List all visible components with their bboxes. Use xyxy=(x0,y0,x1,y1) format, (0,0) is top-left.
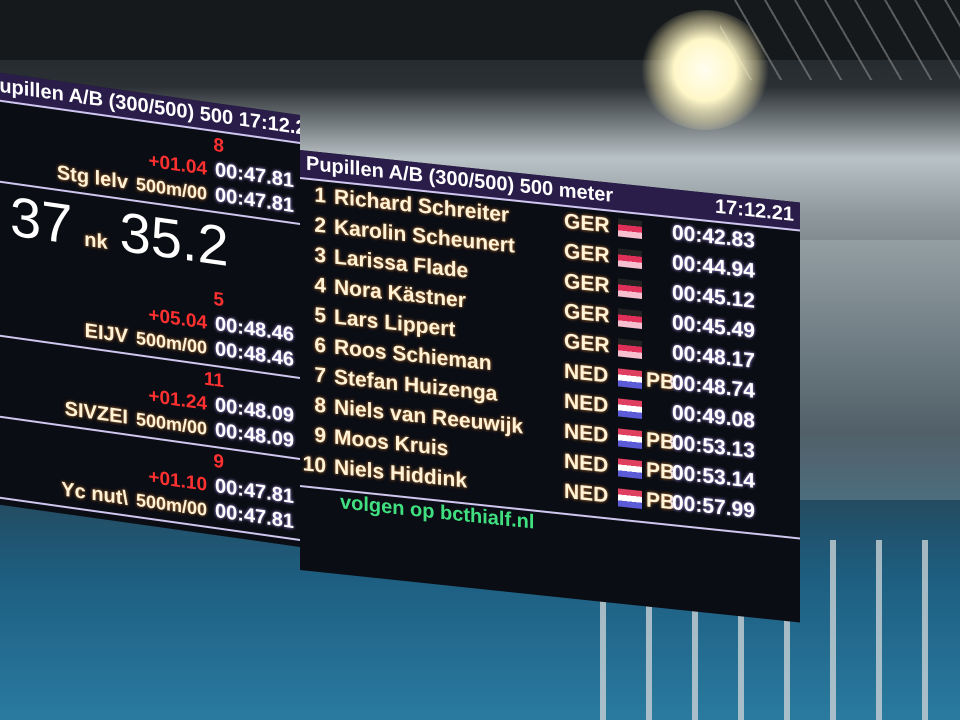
right-scoreboard: Pupillen A/B (300/500) 500 meter 17:12.2… xyxy=(300,150,800,623)
place-number: 5 xyxy=(213,288,224,312)
rank: 2 xyxy=(314,213,326,238)
pb-badge xyxy=(646,260,672,263)
ned-flag-icon xyxy=(618,368,642,389)
ned-flag-icon xyxy=(618,428,642,449)
big-number: 35.2 xyxy=(119,199,229,278)
rank: 1 xyxy=(314,183,326,208)
country-code: GER xyxy=(564,299,610,328)
ger-flag-icon xyxy=(618,218,642,239)
rank: 3 xyxy=(314,243,326,268)
place-number: 11 xyxy=(203,368,224,393)
ger-flag-icon xyxy=(618,308,642,329)
glass-window xyxy=(780,240,960,500)
rank: 8 xyxy=(314,393,326,418)
country-code: GER xyxy=(564,239,610,268)
rank: 9 xyxy=(314,423,326,448)
place-number: 9 xyxy=(213,450,224,474)
ger-flag-icon xyxy=(618,338,642,359)
country-code: NED xyxy=(564,359,609,388)
ned-flag-icon xyxy=(618,398,642,419)
skater-label: EIJV xyxy=(84,319,128,348)
pb-badge xyxy=(646,290,672,293)
ned-flag-icon xyxy=(618,488,642,509)
rank: 10 xyxy=(302,452,326,478)
rank: 7 xyxy=(314,363,326,388)
country-code: GER xyxy=(564,209,610,238)
pb-badge xyxy=(646,230,672,233)
country-code: NED xyxy=(564,419,609,448)
result-time: 00:57.99 xyxy=(672,491,755,523)
ceiling-light xyxy=(640,10,770,130)
big-label-left: nk xyxy=(84,228,108,254)
ned-flag-icon xyxy=(618,458,642,479)
ger-flag-icon xyxy=(618,278,642,299)
country-code: NED xyxy=(564,479,609,508)
right-board-clock: 17:12.21 xyxy=(715,195,794,226)
pb-badge: PB xyxy=(646,458,676,485)
pb-badge: PB xyxy=(646,368,676,395)
country-code: GER xyxy=(564,269,610,298)
pb-badge xyxy=(646,410,672,413)
country-code: NED xyxy=(564,389,609,418)
big-number-left: 37 xyxy=(10,184,73,256)
place-number: 8 xyxy=(213,134,224,158)
pb-badge xyxy=(646,350,672,353)
rank: 5 xyxy=(314,303,326,328)
pb-badge: PB xyxy=(646,428,676,455)
ger-flag-icon xyxy=(618,248,642,269)
rank: 4 xyxy=(314,273,326,298)
pb-badge xyxy=(646,320,672,323)
rank: 6 xyxy=(314,333,326,358)
country-code: NED xyxy=(564,449,609,478)
left-scoreboard: Pupillen A/B (300/500) 500 17:12.21 8 +01… xyxy=(0,70,300,547)
country-code: GER xyxy=(564,329,610,358)
pb-badge: PB xyxy=(646,488,676,515)
